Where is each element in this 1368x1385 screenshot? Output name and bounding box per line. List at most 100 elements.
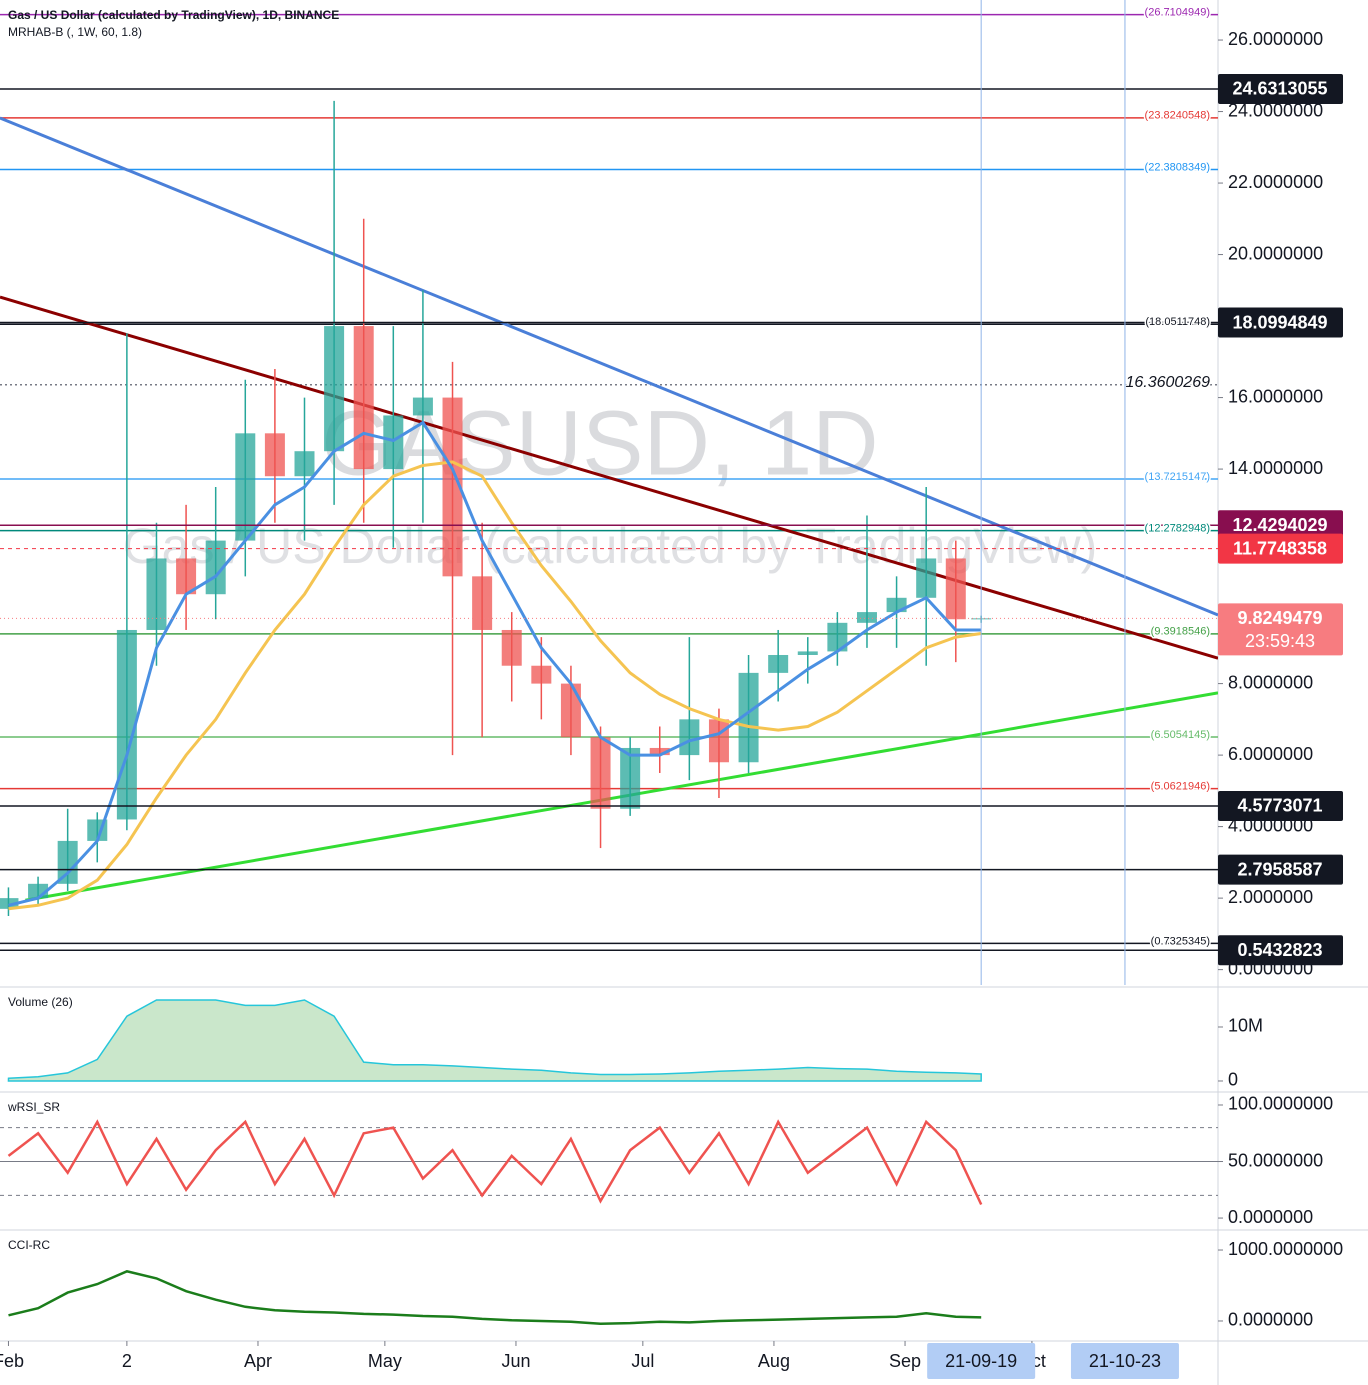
y-tick-label: 16.0000000: [1228, 386, 1323, 406]
indicator-line: [8, 420, 982, 907]
chart-title: Gas / US Dollar (calculated by TradingVi…: [8, 8, 339, 22]
y-tick-label: 0.0000000: [1228, 1310, 1313, 1330]
candle-body: [827, 622, 848, 652]
price-tag-label: 11.7748358: [1233, 538, 1327, 558]
y-tick-label: 8.0000000: [1228, 672, 1313, 692]
candle-body: [590, 737, 611, 809]
candle-body: [501, 629, 522, 666]
price-tag-label: 4.5773071: [1237, 796, 1322, 816]
candle-body: [57, 840, 78, 884]
countdown: 23:59:43: [1245, 631, 1315, 651]
pane-title: Volume (26): [8, 995, 73, 1009]
pane: [8, 1269, 982, 1326]
level-label: (23.8240548): [1145, 110, 1210, 122]
level-label: 16.3600269: [1125, 374, 1210, 391]
price-tag: [1218, 510, 1343, 541]
x-tick-label: Sep: [889, 1351, 921, 1371]
y-tick-label: 24.0000000: [1228, 100, 1323, 120]
level-label: (0.7325345): [1151, 935, 1210, 947]
level-label: (18.0511748): [1145, 316, 1210, 328]
y-tick-label: 20.0000000: [1228, 243, 1323, 263]
candle-body: [324, 326, 345, 452]
candle-body: [560, 683, 581, 738]
y-tick-label: 0: [1228, 1070, 1238, 1090]
price-tag: [1218, 533, 1343, 564]
candle-body: [738, 672, 759, 763]
pane-title: CCI-RC: [8, 1238, 50, 1252]
candle-body: [649, 747, 670, 756]
last-price-label: 9.8249479: [1237, 608, 1322, 628]
price-tag-label: 24.6313055: [1232, 79, 1327, 99]
candle-body: [797, 651, 818, 655]
oscillator-line: [7, 1119, 983, 1206]
y-tick-label: 6.0000000: [1228, 744, 1313, 764]
x-tick-label: Feb: [0, 1351, 24, 1371]
x-tick-label: 2: [122, 1351, 132, 1371]
candle-body: [708, 719, 729, 763]
candle-body: [412, 397, 433, 416]
y-tick-label: 14.0000000: [1228, 458, 1323, 478]
candle-body: [264, 433, 285, 477]
candle-body: [353, 326, 374, 470]
trend-line: [0, 116, 1218, 617]
price-tag: [1218, 790, 1343, 821]
candle-body: [531, 665, 552, 684]
candle-body: [472, 576, 493, 630]
y-tick-label: 1000.0000000: [1228, 1239, 1343, 1259]
candle-body: [176, 558, 197, 595]
candle-body: [0, 898, 19, 909]
date-tag-label: 21-10-23: [1089, 1351, 1161, 1371]
trend-line: [0, 295, 1218, 660]
price-tag-label: 2.7958587: [1237, 859, 1322, 879]
level-label: (22.3808349): [1145, 161, 1210, 173]
x-tick-label: Apr: [244, 1351, 272, 1371]
y-tick-label: 2.0000000: [1228, 887, 1313, 907]
level-label: (6.5054145): [1151, 729, 1210, 741]
x-tick-label: Jun: [501, 1351, 530, 1371]
candle-body: [856, 612, 877, 623]
y-tick-label: 26.0000000: [1228, 29, 1323, 49]
level-label: (12.2782948): [1145, 523, 1210, 535]
date-tag-label: 21-09-19: [945, 1351, 1017, 1371]
y-tick-label: 10M: [1228, 1016, 1263, 1036]
date-tag: [927, 1343, 1036, 1379]
y-tick-label: 0.0000000: [1228, 1207, 1313, 1227]
volume-area: [7, 999, 982, 1082]
chart-subtitle: MRHAB-B (, 1W, 60, 1.8): [8, 25, 142, 39]
indicator-line: [8, 460, 982, 911]
price-tag: [1218, 935, 1343, 966]
pane: [0, 1119, 1218, 1206]
pane-title: wRSI_SR: [7, 1100, 60, 1114]
price-tag: [1218, 307, 1343, 338]
price-tag: [1218, 73, 1343, 104]
candle-body: [945, 558, 966, 620]
x-tick-label: May: [368, 1351, 402, 1371]
price-tag-label: 12.4294029: [1232, 515, 1327, 535]
date-tag: [1070, 1343, 1179, 1379]
candle-body: [620, 747, 641, 809]
level-label: (5.0621946): [1151, 781, 1210, 793]
pane: [7, 999, 982, 1082]
level-label: (26.7104949): [1145, 7, 1210, 19]
candle-body: [235, 433, 256, 541]
price-tag-label: 0.5432823: [1237, 940, 1322, 960]
level-label: (9.3918546): [1151, 626, 1210, 638]
level-label: (13.7215147): [1145, 471, 1210, 483]
x-tick-label: Aug: [758, 1351, 790, 1371]
candle-body: [383, 415, 404, 470]
price-tag: [1218, 854, 1343, 885]
candle-body: [294, 451, 315, 477]
x-tick-label: Jul: [631, 1351, 654, 1371]
y-tick-label: 50.0000000: [1228, 1150, 1323, 1170]
price-tag-label: 18.0994849: [1232, 312, 1327, 332]
candle-body: [146, 558, 167, 630]
y-tick-label: 100.0000000: [1228, 1094, 1333, 1114]
candle-body: [916, 558, 937, 598]
candle-body: [679, 719, 700, 756]
y-tick-label: 22.0000000: [1228, 172, 1323, 192]
last-price-tag: [1218, 603, 1343, 656]
oscillator-line: [8, 1269, 982, 1326]
